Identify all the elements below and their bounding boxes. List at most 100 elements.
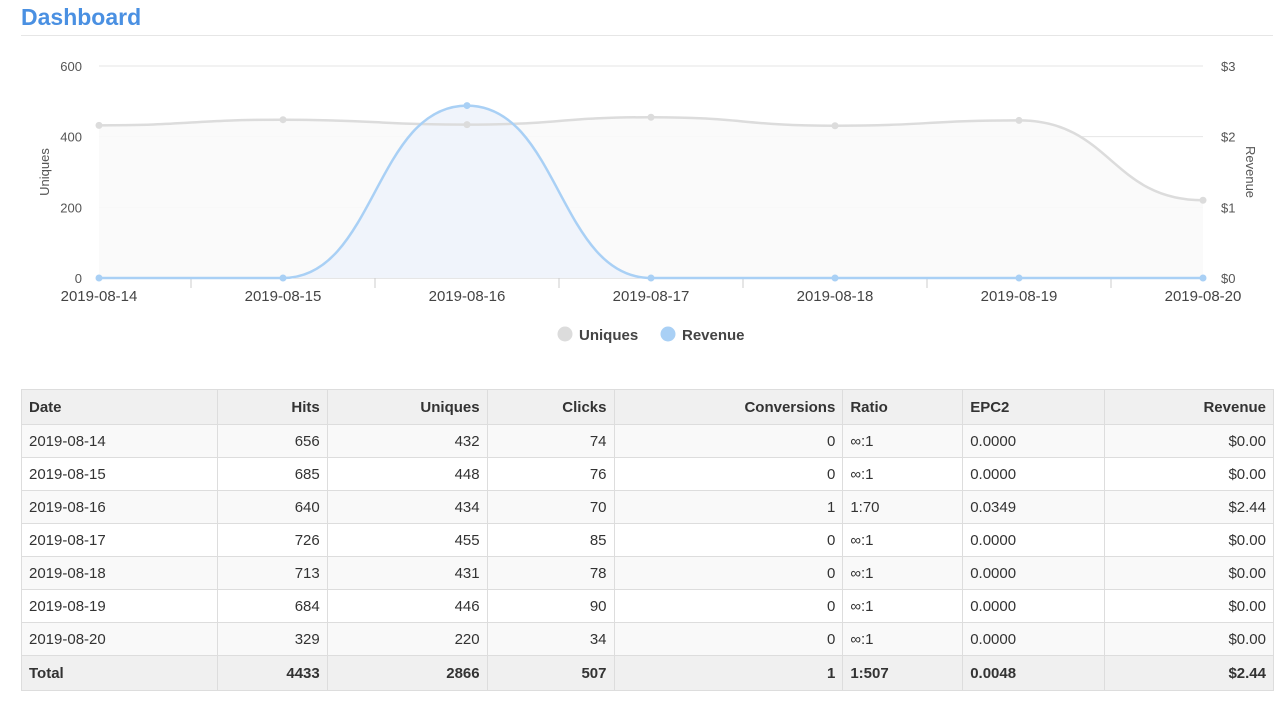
data-point-uniques (279, 116, 287, 124)
data-point-revenue (95, 274, 103, 282)
y-tick-label-right: $1 (1221, 200, 1235, 215)
table-cell: 1:70 (842, 490, 964, 524)
table-row: 2019-08-18 713 431 78 0 ∞:1 0.0000 $0.00 (21, 556, 1274, 590)
column-header[interactable]: Clicks (486, 389, 615, 425)
table-cell: 2019-08-14 (21, 424, 218, 458)
total-cell: 1:507 (842, 655, 964, 691)
table-cell: 76 (486, 457, 615, 491)
data-point-revenue (279, 274, 287, 282)
table-cell: 0.0000 (962, 523, 1106, 557)
data-point-revenue (463, 102, 471, 110)
table-cell: 74 (486, 424, 615, 458)
data-point-revenue (647, 274, 655, 282)
stats-table: Date Hits Uniques Clicks Conversions Ratio EPC… (21, 389, 1274, 691)
table-cell: 0.0000 (962, 556, 1106, 590)
table-cell: 0 (613, 424, 844, 458)
table-cell: 90 (486, 589, 615, 623)
table-cell: 685 (216, 457, 328, 491)
table-cell: 455 (326, 523, 488, 557)
table-cell: ∞:1 (842, 523, 964, 557)
table-row: 2019-08-19 684 446 90 0 ∞:1 0.0000 $0.00 (21, 589, 1274, 623)
table-cell: 431 (326, 556, 488, 590)
data-point-revenue (1015, 274, 1023, 282)
x-tick-label: 2019-08-19 (981, 288, 1058, 305)
column-header[interactable]: Revenue (1104, 389, 1274, 425)
table-cell: 2019-08-20 (21, 622, 218, 656)
table-row: 2019-08-17 726 455 85 0 ∞:1 0.0000 $0.00 (21, 523, 1274, 557)
table-cell: ∞:1 (842, 424, 964, 458)
data-point-uniques (463, 121, 471, 129)
data-point-uniques (1199, 196, 1207, 204)
x-tick-label: 2019-08-14 (61, 288, 138, 305)
title-divider (21, 35, 1273, 36)
table-cell: ∞:1 (842, 622, 964, 656)
table-total-row: Total 4433 2866 507 1 1:507 0.0048 $2.44 (21, 655, 1274, 691)
y-tick-label-left: 400 (60, 130, 82, 145)
page-title: Dashboard (21, 4, 142, 30)
column-header[interactable]: Ratio (842, 389, 964, 425)
table-cell: 446 (326, 589, 488, 623)
table-row: 2019-08-16 640 434 70 1 1:70 0.0349 $2.44 (21, 490, 1274, 524)
y-axis-title-left: Uniques (37, 148, 52, 196)
table-cell: ∞:1 (842, 556, 964, 590)
total-cell: 1 (613, 655, 844, 691)
legend-marker-uniques (557, 326, 573, 342)
data-point-uniques (1015, 116, 1023, 124)
column-header[interactable]: Hits (216, 389, 328, 425)
total-cell: 507 (486, 655, 615, 691)
total-cell: 4433 (216, 655, 328, 691)
table-cell: $0.00 (1104, 589, 1274, 623)
table-cell: $2.44 (1104, 490, 1274, 524)
table-cell: 0 (613, 523, 844, 557)
table-cell: 726 (216, 523, 328, 557)
table-cell: 70 (486, 490, 615, 524)
table-cell: 2019-08-17 (21, 523, 218, 557)
y-axis-title-right: Revenue (1243, 146, 1258, 198)
table-row: 2019-08-15 685 448 76 0 ∞:1 0.0000 $0.00 (21, 457, 1274, 491)
table-cell: 220 (326, 622, 488, 656)
column-header[interactable]: Uniques (326, 389, 488, 425)
table-cell: 2019-08-19 (21, 589, 218, 623)
column-header[interactable]: EPC2 (962, 389, 1106, 425)
table-cell: 34 (486, 622, 615, 656)
table-cell: 432 (326, 424, 488, 458)
data-point-uniques (647, 113, 655, 121)
table-cell: 0.0000 (962, 457, 1106, 491)
column-header[interactable]: Conversions (613, 389, 844, 425)
series-area-uniques (99, 117, 1203, 278)
legend-label-uniques: Uniques (579, 327, 638, 344)
table-cell: 0 (613, 622, 844, 656)
data-point-revenue (831, 274, 839, 282)
table-cell: 0.0349 (962, 490, 1106, 524)
table-cell: 0.0000 (962, 589, 1106, 623)
dashboard-chart: 0 $0 200 $1 400 $2 600 $3 2019-08-14 2019-08-15 20… (37, 59, 1258, 344)
data-point-uniques (95, 121, 103, 129)
table-cell: ∞:1 (842, 589, 964, 623)
series-line-revenue (99, 104, 1203, 280)
total-cell: 0.0048 (962, 655, 1106, 691)
total-cell: Total (21, 655, 218, 691)
table-cell: $0.00 (1104, 622, 1274, 656)
table-cell: 434 (326, 490, 488, 524)
table-cell: 1 (613, 490, 844, 524)
x-tick-label: 2019-08-15 (245, 288, 322, 305)
x-tick-label: 2019-08-18 (797, 288, 874, 305)
y-tick-label-right: $2 (1221, 130, 1235, 145)
table-header-row: Date Hits Uniques Clicks Conversions Ratio EPC… (21, 389, 1274, 425)
table-cell: $0.00 (1104, 523, 1274, 557)
table-cell: 640 (216, 490, 328, 524)
series-area-revenue (99, 105, 1203, 278)
legend-marker-revenue (660, 326, 676, 342)
x-tick-label: 2019-08-20 (1165, 288, 1242, 305)
column-header[interactable]: Date (21, 389, 218, 425)
data-point-revenue (1199, 274, 1207, 282)
legend-label-revenue: Revenue (682, 327, 745, 344)
y-tick-label-left: 200 (60, 200, 82, 215)
table-cell: $0.00 (1104, 556, 1274, 590)
table-cell: 0.0000 (962, 622, 1106, 656)
x-tick-label: 2019-08-17 (613, 288, 690, 305)
table-cell: 713 (216, 556, 328, 590)
y-tick-label-right: $0 (1221, 271, 1235, 286)
y-tick-label-left: 0 (75, 271, 82, 286)
data-point-uniques (831, 122, 839, 130)
